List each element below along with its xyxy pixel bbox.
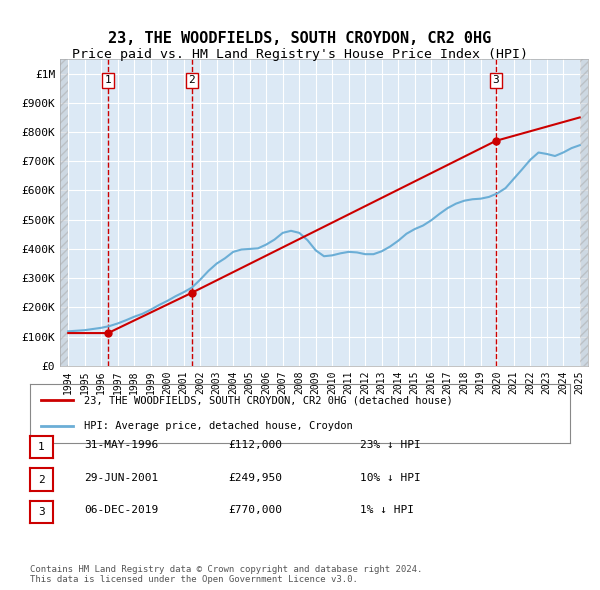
Text: 31-MAY-1996: 31-MAY-1996 xyxy=(84,441,158,450)
Text: 3: 3 xyxy=(38,507,45,517)
Text: 29-JUN-2001: 29-JUN-2001 xyxy=(84,473,158,483)
Bar xyxy=(580,59,588,366)
Text: Contains HM Land Registry data © Crown copyright and database right 2024.
This d: Contains HM Land Registry data © Crown c… xyxy=(30,565,422,584)
Text: £249,950: £249,950 xyxy=(228,473,282,483)
Text: £770,000: £770,000 xyxy=(228,506,282,515)
Text: 23, THE WOODFIELDS, SOUTH CROYDON, CR2 0HG (detached house): 23, THE WOODFIELDS, SOUTH CROYDON, CR2 0… xyxy=(84,395,453,405)
Text: 2: 2 xyxy=(188,76,195,86)
Text: 1: 1 xyxy=(38,442,45,452)
Text: £112,000: £112,000 xyxy=(228,441,282,450)
Text: HPI: Average price, detached house, Croydon: HPI: Average price, detached house, Croy… xyxy=(84,421,353,431)
Text: Price paid vs. HM Land Registry's House Price Index (HPI): Price paid vs. HM Land Registry's House … xyxy=(72,48,528,61)
Text: 1% ↓ HPI: 1% ↓ HPI xyxy=(360,506,414,515)
Text: 10% ↓ HPI: 10% ↓ HPI xyxy=(360,473,421,483)
Bar xyxy=(60,59,68,366)
Text: 2: 2 xyxy=(38,475,45,484)
Text: 1: 1 xyxy=(104,76,112,86)
Text: 23% ↓ HPI: 23% ↓ HPI xyxy=(360,441,421,450)
Text: 06-DEC-2019: 06-DEC-2019 xyxy=(84,506,158,515)
Text: 23, THE WOODFIELDS, SOUTH CROYDON, CR2 0HG: 23, THE WOODFIELDS, SOUTH CROYDON, CR2 0… xyxy=(109,31,491,46)
Text: 3: 3 xyxy=(493,76,499,86)
